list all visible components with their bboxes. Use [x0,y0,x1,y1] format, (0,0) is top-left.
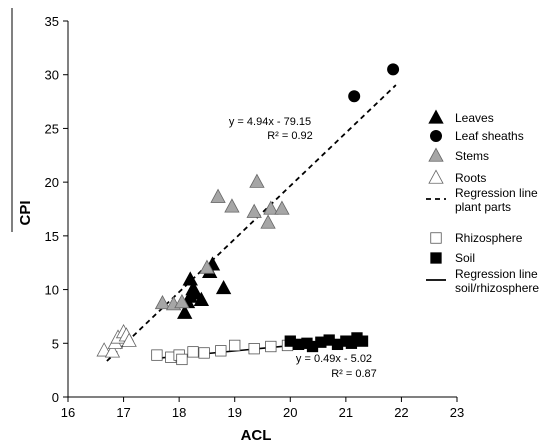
data-point-leaf-sheaths [387,63,400,76]
y-tick-label: 10 [45,283,59,298]
data-point-rhizosphere [187,346,199,358]
y-axis-label: CPI [17,200,34,225]
data-point-stems [174,293,190,309]
data-point-leaf-sheaths [348,90,361,103]
x-tick-label: 21 [339,405,353,420]
data-point-rhizosphere [151,349,163,361]
legend-symbol-leaf-sheaths [429,129,442,142]
data-point-rhizosphere [215,345,227,357]
legend-label-soil: Soil [455,251,475,265]
y-tick-label: 15 [45,229,59,244]
regression-r-squared: R² = 0.87 [331,368,377,380]
data-point-rhizosphere [229,339,241,352]
y-tick-label: 30 [45,68,59,83]
plot-area: y = 4.94x - 79.15 R² = 0.92 y = 0.49x - 5.… [96,63,400,380]
data-point-rhizosphere [198,347,210,359]
legend-label-regression-line-plant-parts-line2: plant parts [455,200,511,214]
data-point-stems [249,173,265,188]
x-axis-label: ACL [241,427,272,444]
data-point-rhizosphere [265,340,277,353]
data-point-stems [199,259,215,274]
axes: 16 17 18 19 20 21 22 23 0 5 10 15 20 25 30 35 [11,8,464,420]
legend-symbol-leaves [428,109,444,124]
data-point-leaves [182,271,198,286]
data-point-leaves [177,304,193,319]
regression-equation: y = 0.49x - 5.02 [296,353,372,365]
data-point-stems [246,203,262,218]
legend-symbol-rhizosphere [430,232,442,244]
legend-label-leaf-sheaths: Leaf sheaths [455,129,524,143]
data-point-leaves [193,291,210,306]
legend-label-regression-line-soil-rhizosphere-line2: soil/rhizosphere [455,281,539,295]
x-tick-label: 16 [61,405,75,420]
data-point-roots [121,332,137,347]
x-tick-label: 22 [394,405,408,420]
y-tick-label: 0 [52,390,59,405]
data-point-roots [104,343,121,358]
y-tick-label: 25 [45,121,59,136]
data-point-soil [356,335,369,347]
regression-line-plant-parts [106,84,397,362]
legend-symbol-soil [430,252,442,264]
regression-r-squared: R² = 0.92 [267,130,313,142]
x-tick-label: 23 [450,405,464,420]
data-point-stems [263,200,279,215]
legend-label-regression-line-plant-parts: Regression line [455,186,538,200]
y-tick-label: 5 [52,336,59,351]
legend-label-roots: Roots [455,171,486,185]
legend-label-stems: Stems [455,149,489,163]
x-tick-label: 17 [116,405,130,420]
data-point-stems [224,198,240,213]
data-point-stems [210,188,226,203]
x-tick-label: 20 [283,405,297,420]
regression-equation: y = 4.94x - 79.15 [229,116,311,128]
data-point-stems [274,200,290,215]
legend-symbol-stems [428,147,444,162]
y-tick-label: 35 [45,14,59,29]
y-tick-label: 20 [45,175,59,190]
data-point-rhizosphere [248,343,260,355]
legend-label-rhizosphere: Rhizosphere [455,231,523,245]
x-tick-label: 19 [227,405,241,420]
data-point-leaves [215,279,232,295]
legend-symbol-roots [428,169,444,184]
data-point-stems [154,294,171,310]
legend-label-regression-line-soil-rhizosphere: Regression line [455,267,538,281]
x-tick-label: 18 [172,405,186,420]
legend-label-leaves: Leaves [455,111,494,125]
data-point-rhizosphere [176,353,188,366]
data-point-stems [260,214,276,229]
